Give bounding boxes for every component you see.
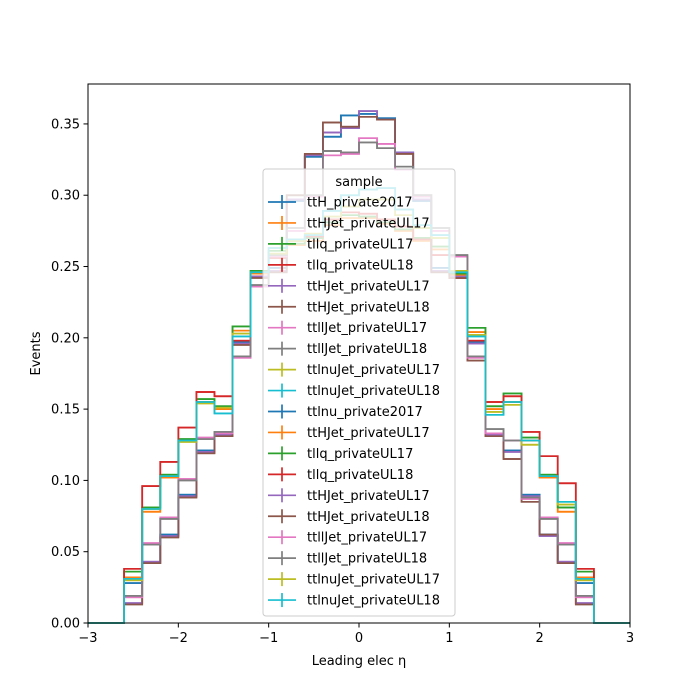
- x-tick-label: −1: [259, 631, 278, 646]
- legend-item: ttlnuJet_privateUL17: [268, 572, 440, 588]
- legend-item: ttHJet_privateUL18: [268, 509, 430, 525]
- legend-box: [262, 168, 456, 617]
- legend-label: ttH_private2017: [307, 196, 413, 211]
- legend-title: sample: [335, 175, 382, 190]
- y-tick-label: 0.00: [51, 617, 80, 632]
- legend-label: tllq_privateUL18: [307, 468, 413, 483]
- y-tick-label: 0.05: [51, 545, 80, 560]
- x-tick-label: −2: [169, 631, 188, 646]
- legend-label: ttlnu_private2017: [307, 405, 423, 420]
- legend-label: ttlnuJet_privateUL18: [307, 384, 440, 399]
- legend-label: ttllJet_privateUL17: [307, 321, 427, 336]
- legend-item: ttllJet_privateUL17: [268, 320, 427, 336]
- series-17: [88, 141, 630, 624]
- series-line-15: [88, 115, 630, 624]
- legend-label: ttllJet_privateUL18: [307, 552, 427, 567]
- legend-item: ttlnuJet_privateUL18: [268, 593, 440, 609]
- legend-item: ttlnuJet_privateUL18: [268, 383, 440, 399]
- y-tick-label: 0.25: [51, 260, 80, 275]
- legend-label: ttHJet_privateUL18: [307, 510, 430, 525]
- legend-item: ttllJet_privateUL18: [268, 551, 427, 567]
- legend-label: tllq_privateUL17: [307, 237, 413, 252]
- legend-item: ttHJet_privateUL18: [268, 299, 430, 315]
- legend-label: ttlnuJet_privateUL17: [307, 363, 440, 378]
- y-tick-label: 0.10: [51, 474, 80, 489]
- legend-item: tllq_privateUL17: [268, 446, 413, 462]
- legend-label: tllq_privateUL18: [307, 258, 413, 273]
- axes-layer: −3 −2 −1 0 1 2 3 0.00 0.05 0.10 0.15 0.20 0.25 0.30 0.…: [29, 83, 634, 669]
- series-line-17: [88, 141, 630, 624]
- legend-label: ttHJet_privateUL17: [307, 489, 430, 504]
- legend-label: ttllJet_privateUL18: [307, 342, 427, 357]
- y-axis-label: Events: [29, 331, 44, 375]
- legend-label: ttllJet_privateUL17: [307, 531, 427, 546]
- x-tick-label: 1: [445, 631, 453, 646]
- legend-item: ttHJet_privateUL17: [268, 488, 430, 504]
- legend-item: ttllJet_privateUL18: [268, 341, 427, 357]
- legend-label: ttlnuJet_privateUL17: [307, 573, 440, 588]
- legend-item: tllq_privateUL18: [268, 257, 413, 273]
- legend-item: ttlnuJet_privateUL17: [268, 362, 440, 378]
- x-tick-label: −3: [78, 631, 97, 646]
- legend-item: ttHJet_privateUL17: [268, 425, 430, 441]
- legend-label: ttHJet_privateUL17: [307, 216, 430, 231]
- legend-item: ttHJet_privateUL17: [268, 278, 430, 294]
- x-tick-label: 0: [355, 631, 363, 646]
- legend-item: tllq_privateUL17: [268, 236, 413, 252]
- y-tick-label: 0.15: [51, 403, 80, 418]
- legend-item: ttHJet_privateUL17: [268, 215, 430, 231]
- legend-label: ttHJet_privateUL17: [307, 426, 430, 441]
- legend-item: tllq_privateUL18: [268, 467, 413, 483]
- legend-label: ttHJet_privateUL17: [307, 279, 430, 294]
- x-tick-label: 2: [536, 631, 544, 646]
- legend-label: ttlnuJet_privateUL18: [307, 594, 440, 609]
- legend-item: ttllJet_privateUL17: [268, 530, 427, 546]
- y-tick-label: 0.20: [51, 331, 80, 346]
- legend-item: ttH_private2017: [268, 195, 413, 211]
- legend-label: tllq_privateUL17: [307, 447, 413, 462]
- y-tick-label: 0.35: [51, 117, 80, 132]
- legend-item: ttlnu_private2017: [268, 404, 423, 420]
- y-tick-label: 0.30: [51, 189, 80, 204]
- x-tick-label: 3: [626, 631, 634, 646]
- x-axis-label: Leading elec η: [312, 654, 407, 669]
- series-15: [88, 115, 630, 624]
- legend: samplettH_private2017ttHJet_privateUL17t…: [262, 168, 456, 617]
- legend-label: ttHJet_privateUL18: [307, 300, 430, 315]
